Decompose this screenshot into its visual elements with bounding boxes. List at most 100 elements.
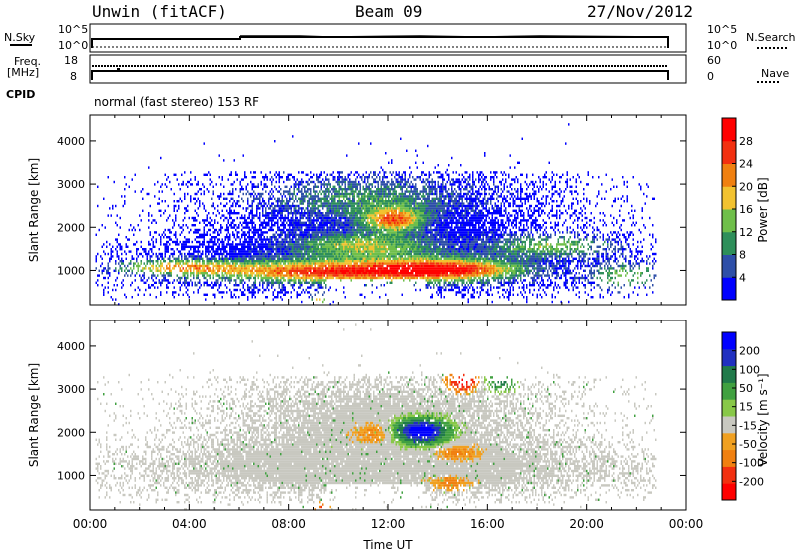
power-cell [326, 219, 328, 222]
power-cell [179, 250, 181, 253]
power-cell [361, 200, 363, 203]
power-cell [292, 274, 294, 277]
power-cell [203, 267, 205, 270]
power-cell [343, 197, 345, 200]
power-cell [356, 233, 358, 236]
power-cell [289, 204, 291, 208]
power-cell [245, 207, 247, 210]
power-cell [187, 240, 189, 244]
power-cell [214, 236, 216, 239]
power-cell [313, 180, 315, 184]
power-cell [328, 233, 330, 236]
power-cell [182, 293, 184, 296]
power-cell [155, 276, 157, 280]
power-cell [368, 257, 370, 260]
power-cell [289, 221, 291, 224]
power-cell [310, 240, 312, 244]
power-cell [233, 274, 235, 277]
power-cell [377, 188, 379, 191]
power-cell [350, 171, 352, 174]
power-cell [338, 214, 340, 217]
power-cell [233, 269, 235, 272]
power-cell [356, 183, 358, 186]
power-cell [262, 272, 264, 275]
power-cell [365, 226, 367, 229]
power-cell [349, 238, 351, 241]
power-cell [271, 238, 273, 241]
power-cell [380, 248, 382, 251]
power-cell [275, 240, 277, 244]
power-cell [374, 274, 376, 277]
power-cell [238, 269, 240, 272]
power-cell [271, 272, 273, 275]
power-cell [311, 200, 313, 203]
power-cell [209, 224, 211, 227]
power-cell [268, 260, 270, 263]
power-cell [281, 250, 283, 253]
power-cell [203, 228, 205, 232]
power-cell [269, 255, 271, 258]
power-cell [185, 262, 187, 265]
power-cell [311, 204, 313, 208]
power-cell [347, 221, 349, 224]
power-cell [121, 257, 123, 260]
power-cell [218, 264, 220, 268]
power-cell [281, 248, 283, 251]
power-cell [299, 248, 301, 251]
power-cell [217, 288, 219, 292]
power-cell [277, 260, 279, 263]
power-cell [350, 231, 352, 234]
power-cell [317, 248, 319, 251]
power-cell [296, 226, 298, 229]
power-cell [290, 269, 292, 272]
power-cell [196, 276, 198, 280]
power-cell [257, 243, 259, 246]
power-cell [151, 276, 153, 280]
power-cell [307, 240, 309, 244]
power-cell [275, 260, 277, 263]
power-cell [197, 255, 199, 258]
power-cell [265, 216, 267, 220]
power-cell [359, 207, 361, 210]
power-cell [347, 228, 349, 232]
power-cell [310, 180, 312, 184]
power-cell [371, 233, 373, 236]
power-cell [352, 269, 354, 272]
power-cell [334, 221, 336, 224]
power-cell [125, 245, 127, 248]
power-cell [239, 243, 241, 246]
power-cell [337, 202, 339, 205]
power-cell [293, 252, 295, 256]
power-cell [305, 288, 307, 292]
power-cell [190, 274, 192, 277]
power-cell [334, 200, 336, 203]
power-cell [302, 195, 304, 198]
power-cell [310, 224, 312, 227]
power-cell [371, 250, 373, 253]
power-cell [368, 200, 370, 203]
power-cell [373, 238, 375, 241]
power-cell [323, 226, 325, 229]
power-cell [328, 183, 330, 186]
power-cell [376, 236, 378, 239]
power-cell [305, 262, 307, 265]
power-cell [212, 226, 214, 229]
power-cell [235, 252, 237, 256]
power-cell [257, 202, 259, 205]
power-cell [269, 257, 271, 260]
power-cell [304, 240, 306, 244]
power-cell [176, 260, 178, 263]
power-cell [349, 173, 351, 176]
power-cell [364, 284, 366, 287]
power-cell [355, 262, 357, 265]
power-cell [158, 202, 160, 205]
power-cell [181, 276, 183, 280]
power-cell [271, 248, 273, 251]
power-cell [283, 276, 285, 280]
power-cell [211, 224, 213, 227]
power-cell [295, 262, 297, 265]
power-cell [212, 262, 214, 265]
power-cell [379, 176, 381, 179]
power-cell [299, 279, 301, 282]
power-cell [380, 252, 382, 256]
